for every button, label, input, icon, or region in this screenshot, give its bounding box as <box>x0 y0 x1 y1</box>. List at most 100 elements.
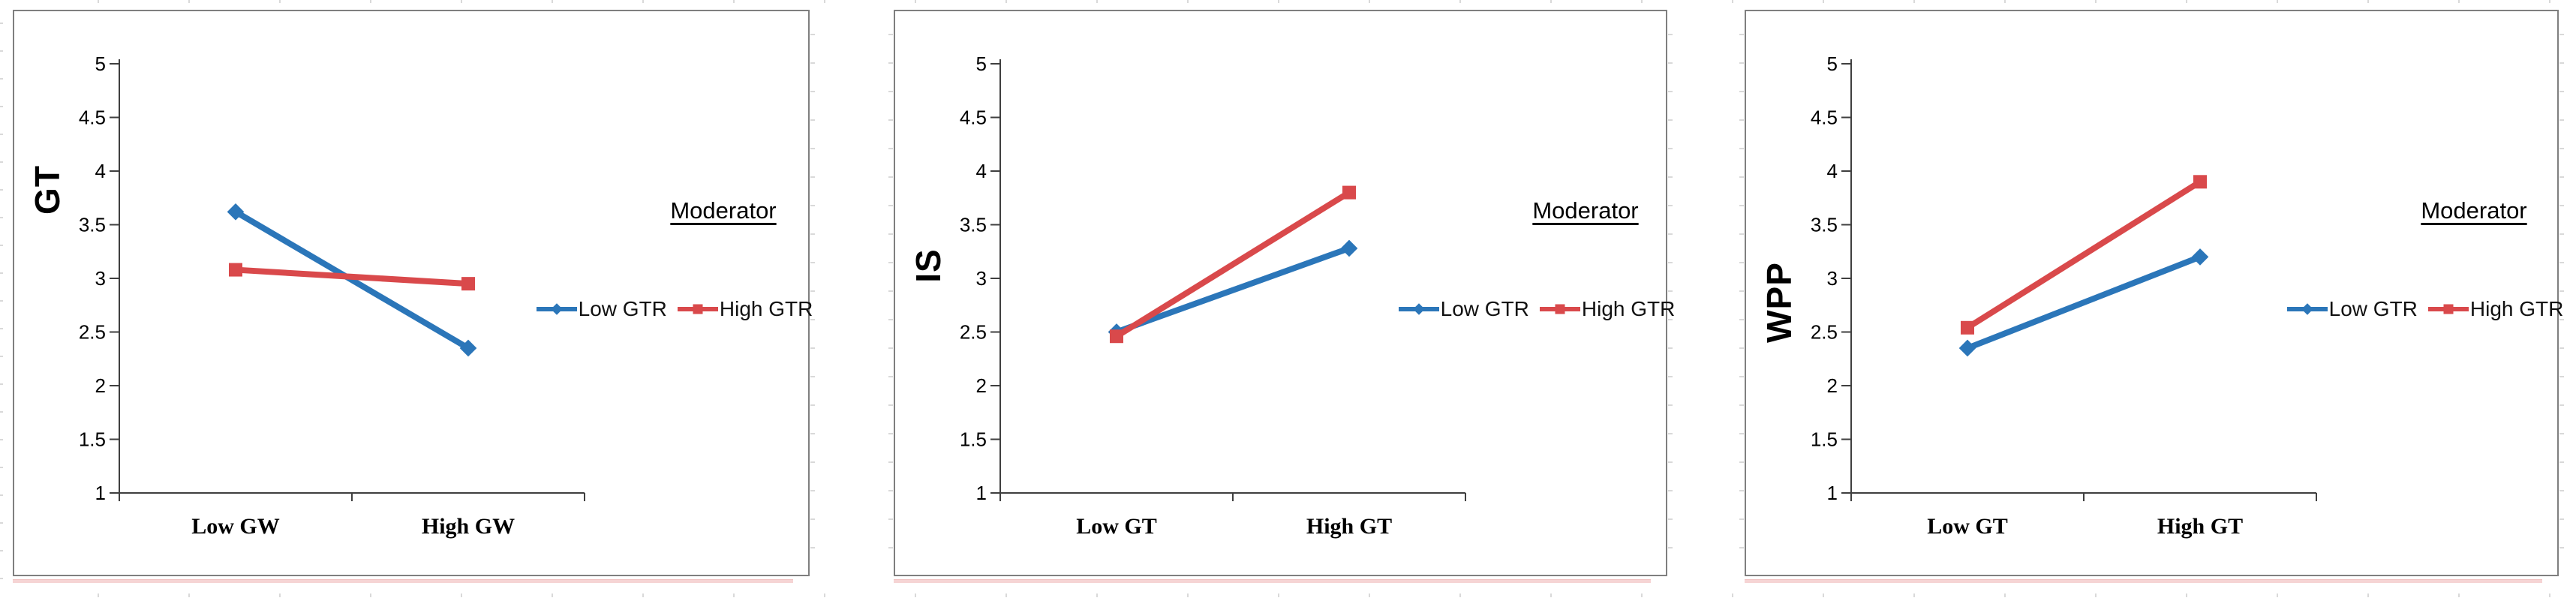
legend-marker-high-gtr-icon <box>1539 304 1580 314</box>
data-point-square <box>2443 304 2454 314</box>
gridline-stub <box>2277 0 2278 3</box>
gridline-stub <box>1732 0 1733 3</box>
gridline-stub <box>0 328 3 329</box>
gridline-stub <box>0 106 3 107</box>
gridline-stub <box>1739 376 1744 377</box>
gridline-stub <box>810 233 815 235</box>
gridline-stub <box>1187 0 1189 3</box>
gridline-stub <box>2458 593 2460 597</box>
gridline-stub <box>2549 593 2550 597</box>
gridline-stub <box>1668 461 1673 463</box>
gridline-stub <box>888 290 893 292</box>
chart-panel-gt: 1 1.5 2 2.5 3 3.5 4 4.5 5 GT Low GW High GW Mode… <box>13 10 813 576</box>
gridline-stub <box>1668 34 1673 35</box>
chart-is-plot-area[interactable]: 1 1.5 2 2.5 3 3.5 4 4.5 5 <box>895 11 1666 575</box>
y-tick-label: 3.5 <box>79 214 106 236</box>
gridline-stub <box>1550 0 1552 3</box>
y-tick-label: 1.5 <box>960 428 987 451</box>
gridline-stub <box>1913 0 1915 3</box>
gridline-stub <box>370 0 371 3</box>
gridline-stub <box>810 290 815 292</box>
gridline-stub <box>0 439 3 440</box>
y-tick-label: 2 <box>95 374 106 397</box>
x-category-label-high: High GT <box>2157 514 2244 539</box>
gridline-stub <box>2559 376 2564 377</box>
gridline-stub <box>1739 290 1744 292</box>
series-line-high-gtr <box>235 266 469 287</box>
gridline-stub <box>2559 119 2564 121</box>
legend[interactable]: Low GTR High GTR <box>1282 296 1792 322</box>
gridline-stub <box>2559 262 2564 263</box>
gridline-stub <box>888 433 893 434</box>
gridline-stub <box>188 593 190 597</box>
gridline-stub <box>1668 347 1673 349</box>
y-tick-label: 2.5 <box>79 321 106 344</box>
gridline-stub <box>642 0 644 3</box>
legend-label-high-gtr: High GTR <box>2469 297 2564 320</box>
x-category-label-low: Low GT <box>1927 514 2008 539</box>
gridline-stub <box>2559 461 2564 463</box>
gridline-stub <box>1739 490 1744 491</box>
legend-marker-low-gtr-icon <box>536 303 577 315</box>
gridline-stub <box>2559 290 2564 292</box>
gridline-stub <box>0 522 3 524</box>
data-point-diamond <box>550 303 563 315</box>
gridline-stub <box>1739 319 1744 320</box>
gridline-stub <box>1668 376 1673 377</box>
gridline-stub <box>733 0 735 3</box>
gridline-stub <box>1739 233 1744 235</box>
gridline-stub <box>2186 593 2187 597</box>
gridline-stub <box>2559 547 2564 548</box>
gridline-stub <box>810 461 815 463</box>
gridline-stub <box>2559 347 2564 349</box>
data-point-square <box>1961 320 1974 335</box>
gridline-stub <box>810 347 815 349</box>
legend[interactable]: Low GTR High GTR <box>419 296 930 322</box>
gridline-stub <box>888 205 893 206</box>
y-tick-label: 3.5 <box>960 214 987 236</box>
chart-gt-plot-area[interactable]: 1 1.5 2 2.5 3 3.5 4 4.5 5 <box>14 11 808 575</box>
gridline-stub <box>888 404 893 406</box>
chart-panel-wpp: 1 1.5 2 2.5 3 3.5 4 4.5 5 WPP Low GT High GT Mod… <box>1745 10 2563 576</box>
gridline-stub <box>1739 62 1744 64</box>
gridline-stub <box>2095 593 2097 597</box>
y-tick-label: 2 <box>976 374 987 397</box>
gridline-stub <box>1550 593 1552 597</box>
gridline-stub <box>1739 404 1744 406</box>
gridline-stub <box>1739 547 1744 548</box>
gridline-stub <box>0 189 3 191</box>
gridline-stub <box>810 34 815 35</box>
y-tick-label: 3.5 <box>1811 214 1838 236</box>
gridline-stub <box>1278 593 1279 597</box>
gridline-stub <box>2559 233 2564 235</box>
legend[interactable]: Low GTR High GTR <box>2170 296 2576 322</box>
chart-wpp-plot-area[interactable]: 1 1.5 2 2.5 3 3.5 4 4.5 5 <box>1746 11 2557 575</box>
gridline-stub <box>888 347 893 349</box>
data-point-diamond <box>1340 239 1358 257</box>
y-axis-title: WPP <box>1760 262 1799 343</box>
y-tick-label: 5 <box>95 53 106 75</box>
gridline-stub <box>1459 0 1461 3</box>
gridline-stub <box>888 148 893 149</box>
gridline-stub <box>1668 433 1673 434</box>
gridline-stub <box>1732 593 1733 597</box>
gridline-stub <box>1739 461 1744 463</box>
gridline-stub <box>2277 593 2278 597</box>
y-tick-label: 4.5 <box>1811 107 1838 129</box>
gridline-stub <box>1459 593 1461 597</box>
gridline-stub <box>2559 490 2564 491</box>
gridline-stub <box>2559 433 2564 434</box>
y-tick-label: 3 <box>976 267 987 290</box>
data-point-square <box>461 277 475 291</box>
y-axis-title: GT <box>28 165 67 215</box>
gridline-stub <box>2559 62 2564 64</box>
data-point-diamond <box>2191 248 2209 266</box>
gridline-stub <box>1369 0 1370 3</box>
y-tick-label: 1 <box>95 482 106 504</box>
gridline-stub <box>2559 176 2564 178</box>
data-point-diamond <box>459 339 477 357</box>
y-tick-label: 3 <box>1827 267 1838 290</box>
gridline-stub <box>1823 593 1824 597</box>
legend-label-low-gtr: Low GTR <box>2328 297 2418 320</box>
pink-underline-strip <box>13 579 793 583</box>
